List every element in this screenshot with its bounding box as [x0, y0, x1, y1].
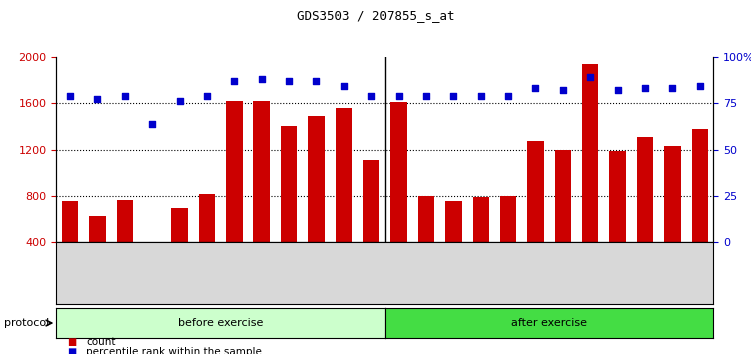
Bar — [472, 197, 489, 289]
Point — [666, 85, 678, 91]
Bar — [226, 101, 243, 289]
Bar — [391, 102, 407, 289]
Bar — [62, 201, 78, 289]
Point — [420, 93, 432, 98]
Text: count: count — [86, 337, 116, 347]
Text: ■: ■ — [68, 347, 77, 354]
Text: GDS3503 / 207855_s_at: GDS3503 / 207855_s_at — [297, 9, 454, 22]
Point — [119, 93, 131, 98]
Bar — [637, 137, 653, 289]
Point — [365, 93, 377, 98]
Bar — [116, 200, 133, 289]
Bar — [500, 196, 517, 289]
Point — [448, 93, 460, 98]
Point — [201, 93, 213, 98]
Point — [92, 97, 104, 102]
Text: ■: ■ — [68, 337, 77, 347]
Bar — [609, 151, 626, 289]
Point — [529, 85, 541, 91]
Point — [255, 76, 267, 82]
Bar — [199, 194, 215, 289]
Bar — [253, 101, 270, 289]
Bar — [527, 142, 544, 289]
Point — [639, 85, 651, 91]
Text: protocol: protocol — [4, 318, 49, 328]
Point — [556, 87, 569, 93]
Point — [393, 93, 405, 98]
Point — [146, 121, 158, 126]
Point — [502, 93, 514, 98]
Text: before exercise: before exercise — [178, 318, 264, 328]
Bar — [281, 126, 297, 289]
Point — [64, 93, 76, 98]
Point — [173, 98, 185, 104]
Point — [475, 93, 487, 98]
Point — [338, 84, 350, 89]
Point — [283, 78, 295, 84]
Point — [584, 74, 596, 80]
Bar — [308, 116, 324, 289]
Text: after exercise: after exercise — [511, 318, 587, 328]
Bar — [336, 108, 352, 289]
Bar — [664, 146, 680, 289]
Bar — [582, 64, 599, 289]
Bar — [445, 201, 462, 289]
Bar — [555, 149, 571, 289]
Bar — [144, 246, 161, 289]
Point — [228, 78, 240, 84]
Bar — [418, 196, 434, 289]
Point — [611, 87, 623, 93]
Text: percentile rank within the sample: percentile rank within the sample — [86, 347, 262, 354]
Bar — [363, 160, 379, 289]
Point — [310, 78, 322, 84]
Bar — [89, 216, 106, 289]
Bar — [692, 129, 708, 289]
Bar — [171, 208, 188, 289]
Point — [694, 84, 706, 89]
